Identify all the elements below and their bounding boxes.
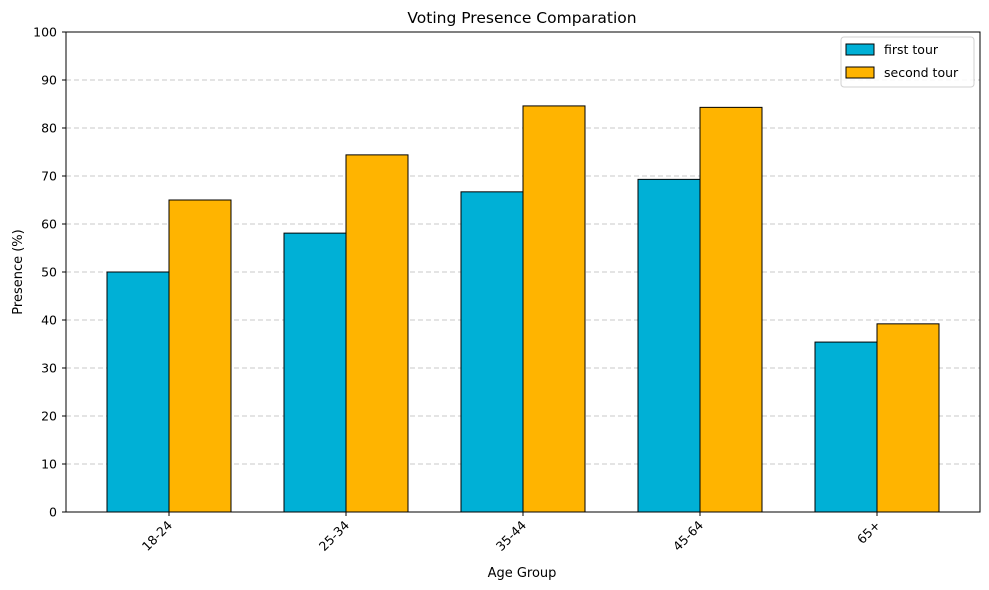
x-tick-label: 18-24 [139, 517, 175, 553]
x-tick-label: 45-64 [670, 517, 706, 553]
y-tick-label: 0 [49, 505, 57, 520]
y-tick-label: 40 [41, 313, 57, 328]
y-tick-label: 30 [41, 361, 57, 376]
bars [106, 105, 940, 513]
y-tick-label: 100 [33, 25, 57, 40]
bar-second-tour-35-44 [522, 105, 586, 513]
chart-title: Voting Presence Comparation [407, 9, 636, 27]
y-tick-label: 20 [41, 409, 57, 424]
x-tick-label: 35-44 [493, 517, 529, 553]
y-tick-label: 10 [41, 457, 57, 472]
y-axis: 0 10 20 30 40 50 60 70 80 90 100 [33, 25, 66, 520]
bar-first-tour-25-34 [283, 232, 347, 513]
x-tick-label: 65+ [854, 518, 883, 547]
bar-second-tour-45-64 [699, 106, 763, 513]
legend-swatch-second-tour [845, 66, 875, 79]
x-axis: 18-24 25-34 35-44 45-64 65+ [139, 512, 883, 554]
legend-label-first-tour: first tour [884, 42, 939, 57]
bar-second-tour-65+ [876, 323, 940, 513]
y-tick-label: 70 [41, 169, 57, 184]
bar-first-tour-18-24 [106, 271, 170, 513]
legend-swatch-first-tour [845, 43, 875, 56]
bar-first-tour-65+ [814, 341, 878, 513]
y-tick-label: 50 [41, 265, 57, 280]
legend: first tour second tour [840, 36, 975, 88]
bar-first-tour-35-44 [460, 191, 524, 513]
x-tick-label: 25-34 [316, 517, 352, 553]
y-tick-label: 90 [41, 73, 57, 88]
bar-second-tour-18-24 [168, 199, 232, 513]
bar-second-tour-25-34 [345, 154, 409, 513]
bar-first-tour-45-64 [637, 178, 701, 513]
x-axis-label: Age Group [488, 566, 557, 581]
legend-label-second-tour: second tour [884, 65, 959, 80]
y-tick-label: 60 [41, 217, 57, 232]
y-tick-label: 80 [41, 121, 57, 136]
y-axis-label: Presence (%) [11, 229, 26, 314]
